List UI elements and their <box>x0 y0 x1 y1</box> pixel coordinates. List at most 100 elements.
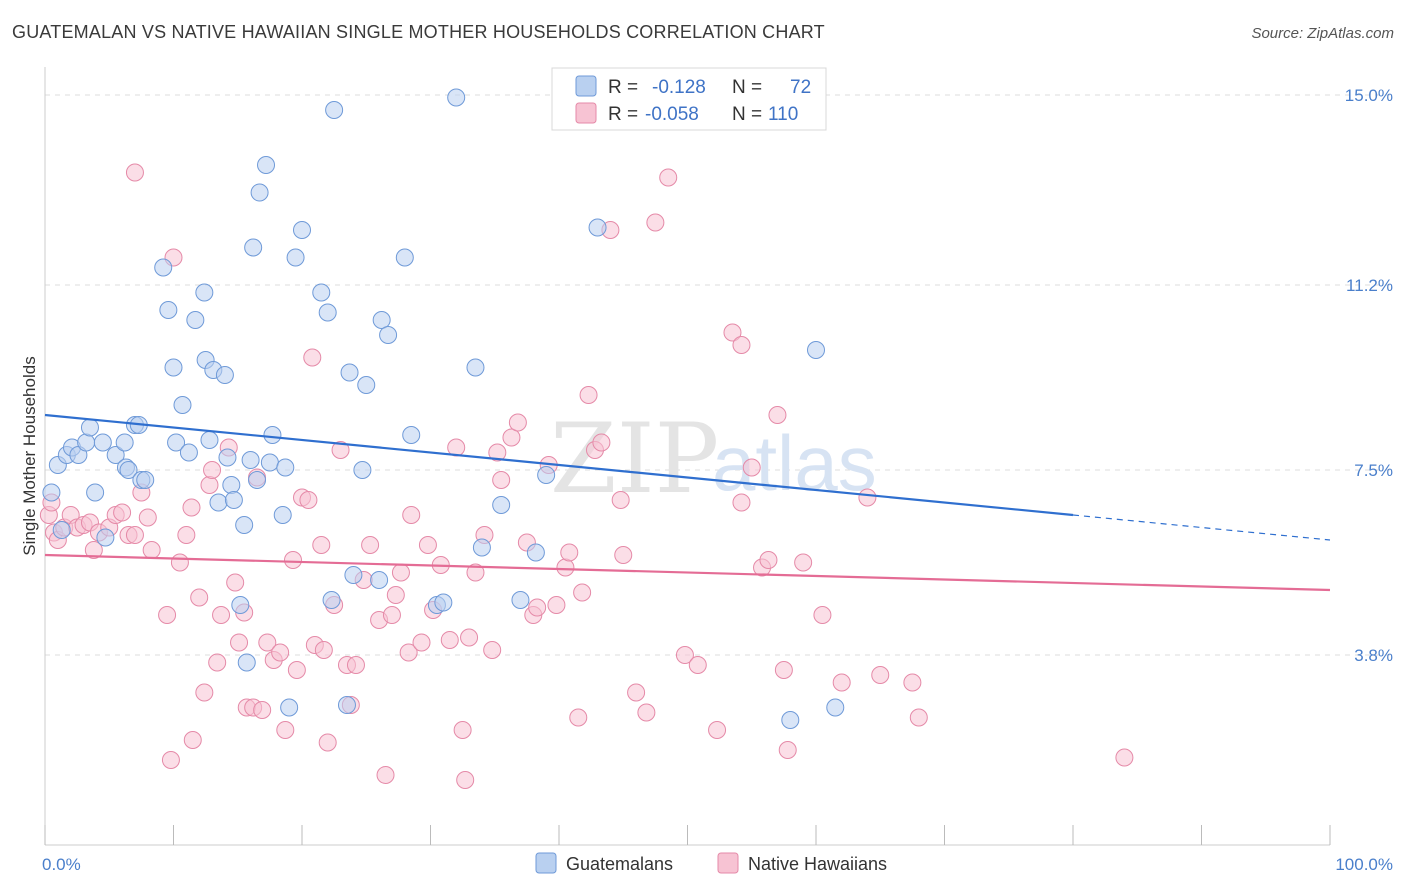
guatemalan-point-66 <box>447 88 466 107</box>
bottom-legend-guatemalans: Guatemalans <box>566 854 673 874</box>
guatemalan-point-74 <box>807 341 825 359</box>
guatemalan-point-65 <box>434 593 453 612</box>
trend-line-native-hawaiians <box>44 553 1331 592</box>
native-hawaiian-point-116 <box>832 673 851 692</box>
native-hawaiian-point-97 <box>614 546 633 564</box>
guatemalan-point-69 <box>492 496 511 514</box>
grid <box>45 94 1390 656</box>
native-hawaiian-point-102 <box>675 646 694 664</box>
guatemalan-point-44 <box>263 426 282 444</box>
trend-line-guatemalans-extension <box>1072 514 1331 541</box>
guatemalan-point-28 <box>195 283 214 302</box>
native-hawaiian-point-117 <box>858 488 877 507</box>
native-hawaiian-point-67 <box>412 633 431 652</box>
guatemalan-point-18 <box>136 471 155 489</box>
guatemalan-point-6 <box>77 433 96 452</box>
guatemalan-point-27 <box>215 366 234 384</box>
guatemalan-point-68 <box>472 538 491 557</box>
guatemalan-point-2 <box>52 521 71 539</box>
guatemalan-point-9 <box>93 433 112 452</box>
native-hawaiian-point-78 <box>483 641 502 659</box>
guatemalan-point-22 <box>173 396 192 414</box>
native-hawaiian-point-48 <box>303 348 322 367</box>
native-hawaiian-point-89 <box>560 543 579 562</box>
guatemalan-point-40 <box>244 238 263 257</box>
native-hawaiian-point-28 <box>200 476 219 494</box>
guatemalan-point-53 <box>322 591 341 609</box>
y-tick-label-1: 11.2% <box>1346 276 1393 295</box>
legend-n-value-0: 72 <box>790 77 811 98</box>
native-hawaiian-point-88 <box>556 558 575 577</box>
guatemalan-point-73 <box>588 218 607 237</box>
guatemalan-point-11 <box>106 446 125 464</box>
guatemalan-point-37 <box>237 653 256 672</box>
guatemalan-point-63 <box>402 426 421 444</box>
y-tick-labels: 15.0% 11.2% 7.5% 3.8% <box>1345 86 1393 665</box>
native-hawaiian-point-110 <box>759 551 778 569</box>
legend-r-label-0: R = <box>608 77 638 98</box>
native-hawaiian-point-30 <box>208 653 227 672</box>
legend-n-label-1: N = <box>732 104 762 125</box>
legend-r-value-0: -0.128 <box>652 77 706 98</box>
native-hawaiian-point-104 <box>708 721 727 739</box>
native-hawaiian-point-107 <box>732 493 751 512</box>
trend-line-guatemalans <box>44 413 1074 517</box>
x-tick-labels: 0.0% 100.0% <box>42 855 1393 874</box>
native-hawaiian-point-103 <box>688 656 707 674</box>
native-hawaiian-point-26 <box>190 588 209 607</box>
legend-swatch-native-hawaiians <box>575 102 597 124</box>
guatemalan-point-7 <box>80 418 99 437</box>
native-hawaiian-point-91 <box>573 583 592 602</box>
guatemalan-point-38 <box>241 451 260 469</box>
chart-source: Source: ZipAtlas.com <box>1251 25 1394 42</box>
native-hawaiian-point-112 <box>774 661 793 679</box>
guatemalan-point-47 <box>280 698 299 717</box>
native-hawaiian-point-25 <box>183 731 202 749</box>
guatemalan-point-12 <box>115 433 134 452</box>
native-hawaiian-point-31 <box>212 606 231 624</box>
guatemalan-point-62 <box>395 248 414 267</box>
guatemalan-point-39 <box>248 471 267 489</box>
native-hawaiian-point-90 <box>569 708 588 727</box>
guatemalan-point-55 <box>340 363 359 382</box>
native-hawaiian-point-118 <box>871 666 890 684</box>
legend-r-label-1: R = <box>608 104 638 125</box>
native-hawaiian-point-96 <box>611 491 630 509</box>
native-hawaiian-point-33 <box>226 573 245 592</box>
guatemalan-point-61 <box>379 326 398 344</box>
native-hawaiian-point-111 <box>768 406 787 424</box>
native-hawaiian-point-52 <box>318 733 337 752</box>
native-hawaiian-point-98 <box>627 683 646 702</box>
native-hawaiian-point-23 <box>177 526 196 544</box>
guatemalan-point-51 <box>318 303 337 322</box>
series-legend: Guatemalans Native Hawaiians <box>535 852 887 874</box>
series-guatemalans <box>42 88 845 729</box>
native-hawaiian-point-15 <box>125 526 144 544</box>
native-hawaiian-point-57 <box>346 656 365 674</box>
guatemalan-point-71 <box>526 543 545 562</box>
guatemalan-point-58 <box>357 376 376 394</box>
guatemalan-point-29 <box>186 311 205 329</box>
native-hawaiian-point-40 <box>258 633 277 652</box>
native-hawaiian-point-121 <box>125 163 144 182</box>
native-hawaiian-point-44 <box>284 551 303 569</box>
guatemalan-point-50 <box>312 283 331 302</box>
guatemalan-point-23 <box>167 433 186 452</box>
native-hawaiian-point-92 <box>579 386 598 404</box>
guatemalan-point-45 <box>273 506 292 524</box>
guatemalan-point-30 <box>200 431 219 449</box>
native-hawaiian-point-119 <box>903 673 922 692</box>
native-hawaiian-point-18 <box>142 541 161 559</box>
chart-title: GUATEMALAN VS NATIVE HAWAIIAN SINGLE MOT… <box>12 22 825 42</box>
guatemalan-point-34 <box>224 491 243 509</box>
guatemalan-point-24 <box>179 443 198 462</box>
y-tick-label-2: 7.5% <box>1354 461 1393 480</box>
guatemalan-point-54 <box>337 696 356 714</box>
legend-n-value-1: 110 <box>768 104 798 125</box>
native-hawaiian-point-68 <box>418 536 437 554</box>
guatemalan-point-43 <box>260 453 279 472</box>
guatemalan-point-67 <box>466 358 485 377</box>
native-hawaiian-point-94 <box>592 433 611 452</box>
guatemalan-point-19 <box>154 258 173 277</box>
